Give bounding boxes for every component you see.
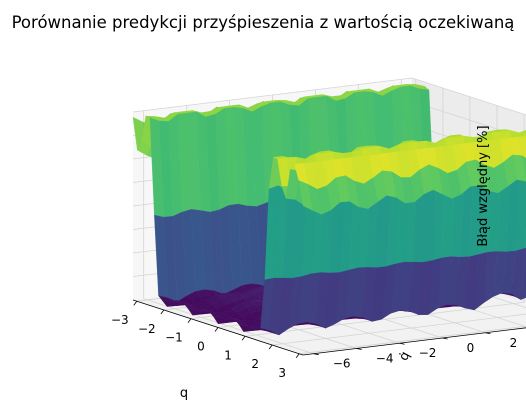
y-tick — [313, 353, 319, 356]
x-tick — [214, 327, 219, 332]
y-axis-label: q̇ — [396, 349, 413, 363]
x-tick-label: −1 — [165, 331, 183, 345]
x-tick — [268, 344, 273, 350]
chart-title: Porównanie predykcji przyśpieszenia z wa… — [11, 13, 515, 32]
grid-line-x — [299, 325, 526, 355]
x-tick — [295, 353, 300, 359]
y-tick — [356, 348, 362, 350]
x-tick-label: −2 — [138, 322, 156, 336]
y-tick — [485, 332, 491, 335]
y-tick-label: 0 — [467, 341, 475, 355]
y-tick-label: −4 — [376, 351, 394, 365]
x-tick-label: 0 — [197, 340, 205, 354]
grid-line-y — [143, 110, 314, 355]
y-tick-label: −6 — [333, 357, 351, 371]
surface-patch — [298, 180, 313, 211]
z-axis-label: Błąd względny [%] — [476, 125, 491, 246]
surface — [132, 84, 526, 336]
x-tick — [160, 309, 165, 315]
y-tick — [442, 337, 448, 340]
y-tick-label: −2 — [419, 346, 437, 360]
grid-line-x — [272, 313, 526, 346]
y-tick-label: 2 — [510, 336, 518, 350]
x-tick-label: 2 — [251, 357, 259, 371]
x-axis-label: q — [180, 386, 188, 401]
x-tick-label: 3 — [278, 366, 286, 380]
x-tick-label: 1 — [224, 348, 232, 362]
x-tick-label: −3 — [111, 313, 129, 327]
grid-line-z — [132, 77, 526, 116]
y-axis-ticks: −6−4−20246 — [313, 332, 518, 371]
x-tick — [187, 318, 192, 323]
y-tick — [399, 342, 405, 345]
x-tick — [241, 336, 246, 341]
x-tick — [133, 300, 138, 306]
x-axis-ticks: −3 −2 −1 0 1 2 3 — [111, 300, 300, 380]
